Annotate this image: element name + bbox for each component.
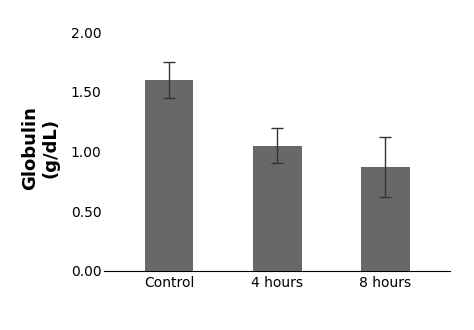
Y-axis label: Globulin
(g/dL): Globulin (g/dL): [21, 107, 60, 190]
Bar: [253, 146, 301, 271]
Bar: [145, 80, 193, 271]
Bar: [361, 167, 410, 271]
